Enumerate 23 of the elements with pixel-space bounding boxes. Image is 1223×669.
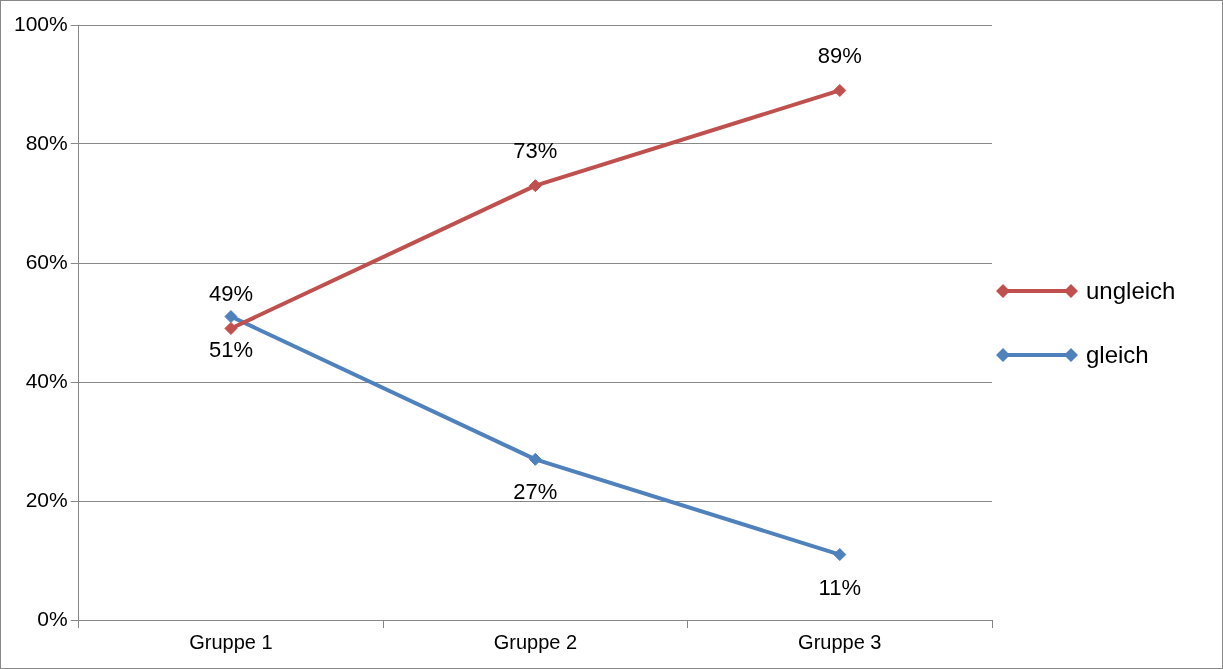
data-label: 73%	[513, 137, 558, 163]
point	[833, 83, 847, 97]
point	[833, 548, 847, 562]
y-tick-label: 80%	[25, 130, 68, 154]
y-tick-label: 0%	[37, 606, 68, 630]
y-tick-label: 100%	[13, 11, 68, 35]
point	[528, 452, 542, 466]
data-label: 27%	[513, 479, 558, 505]
point	[224, 321, 238, 335]
legend-label: gleich	[1086, 340, 1149, 369]
point	[528, 179, 542, 193]
point	[224, 310, 238, 324]
data-label: 49%	[208, 280, 253, 306]
x-tick-label: Gruppe 3	[798, 630, 882, 653]
y-tick-label: 20%	[25, 487, 68, 511]
y-tick-label: 60%	[25, 249, 68, 273]
data-label: 89%	[817, 42, 862, 68]
data-label: 11%	[818, 574, 861, 600]
data-label: 51%	[208, 336, 253, 362]
y-tick-label: 40%	[25, 368, 68, 392]
x-tick-label: Gruppe 1	[189, 630, 273, 653]
x-tick-label: Gruppe 2	[493, 630, 578, 653]
legend-label: ungleich	[1086, 276, 1176, 305]
